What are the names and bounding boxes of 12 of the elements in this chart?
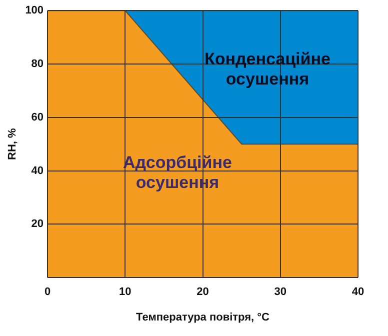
x-tick-label: 10 [119,286,132,298]
x-tick-label: 30 [274,286,287,298]
y-tick-label: 100 [25,4,44,17]
y-tick-label: 40 [31,164,44,177]
x-axis-title: Температура повітря, °C [136,311,270,324]
x-tick-label: 40 [352,286,364,298]
x-tick-label: 0 [44,286,51,298]
y-tick-label: 20 [31,218,44,230]
y-tick-label: 80 [31,58,44,70]
y-axis-title: RH, % [6,128,19,160]
x-tick-label: 20 [196,286,209,298]
y-tick-label: 60 [31,111,44,124]
